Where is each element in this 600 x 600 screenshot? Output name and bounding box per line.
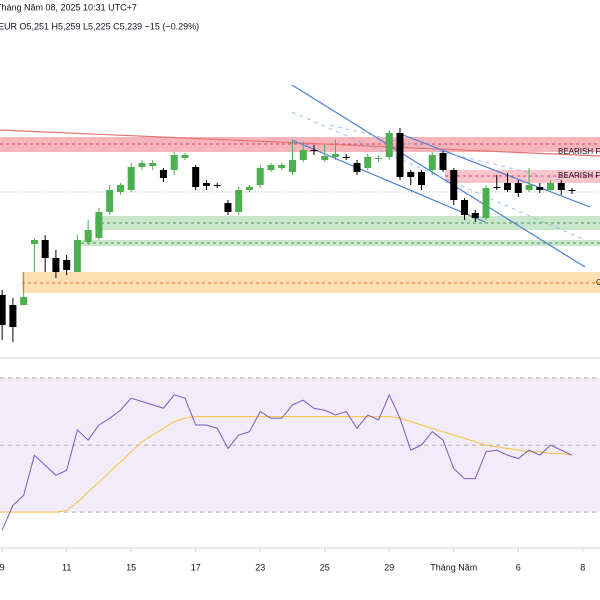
candle-body xyxy=(138,163,146,167)
candle-body xyxy=(450,170,458,200)
channel-line xyxy=(397,132,591,208)
zone-label: C xyxy=(596,278,600,287)
candle-body xyxy=(278,165,286,168)
candle-body xyxy=(9,305,17,327)
candle-body xyxy=(439,153,447,170)
candle-body xyxy=(353,163,361,172)
x-tick-label: 17 xyxy=(191,562,201,572)
candle-body xyxy=(41,240,49,258)
candle-body xyxy=(30,240,38,244)
candle-body xyxy=(310,150,318,151)
x-tick-label: 15 xyxy=(126,562,136,572)
header-quote: EUR O5,251 H5,259 L5,225 C5,239 −15 (−0.… xyxy=(0,21,199,31)
candle-body xyxy=(267,165,275,170)
channel-midline xyxy=(291,111,586,241)
resistance-zone xyxy=(445,170,600,183)
channel-line xyxy=(291,84,586,268)
candle-body xyxy=(245,187,253,190)
candle-body xyxy=(20,297,28,305)
candle-body xyxy=(407,172,415,177)
candle-body xyxy=(202,183,210,186)
zone-label: BEARISH F xyxy=(558,171,600,180)
candle-body xyxy=(170,155,178,170)
candle-body xyxy=(331,154,339,157)
candle-body xyxy=(63,260,71,270)
candle-body xyxy=(428,155,436,170)
candle-body xyxy=(256,168,264,185)
candle-body xyxy=(342,157,350,158)
candle-body xyxy=(482,188,490,218)
candle-body xyxy=(396,133,404,177)
candle-body xyxy=(288,160,296,172)
zone-label: BEARISH F xyxy=(558,147,600,156)
candle-body xyxy=(461,200,469,215)
candle-body xyxy=(213,185,221,186)
candle-body xyxy=(321,156,329,160)
candle-body xyxy=(95,212,103,238)
x-tick-label: 8 xyxy=(580,562,585,572)
candle-body xyxy=(181,155,189,158)
candle-body xyxy=(536,187,544,190)
candle-body xyxy=(514,183,522,193)
candle-body xyxy=(547,183,555,190)
candle-body xyxy=(73,240,81,272)
candle-body xyxy=(84,230,92,242)
candle-body xyxy=(418,172,426,185)
channel-line xyxy=(291,139,486,223)
candle-body xyxy=(299,150,307,160)
support-zone xyxy=(75,240,600,246)
candle-body xyxy=(224,203,232,212)
candle-body xyxy=(364,157,372,168)
rsi-line xyxy=(1,393,573,531)
candle-body xyxy=(116,185,124,192)
x-tick-label: 29 xyxy=(384,562,394,572)
candle-body xyxy=(52,258,60,272)
candle-body xyxy=(374,158,382,159)
candle-body xyxy=(471,213,479,218)
x-tick-label: 9 xyxy=(0,562,5,572)
candle-body xyxy=(525,185,533,190)
candle-body xyxy=(149,163,157,166)
resistance-zone xyxy=(0,137,600,152)
demand-zone xyxy=(22,272,600,293)
candle-body xyxy=(0,295,6,325)
candle-body xyxy=(504,183,512,190)
candle-body xyxy=(557,183,565,190)
candle-body xyxy=(192,167,200,187)
rsi-ma-line xyxy=(2,416,573,513)
candle-body xyxy=(159,170,167,178)
candle-body xyxy=(385,133,393,157)
candle-body xyxy=(106,190,114,212)
candle-body xyxy=(235,190,243,212)
candle-body xyxy=(127,167,135,190)
header-date: Tháng Năm 08, 2025 10:31 UTC+7 xyxy=(0,2,137,12)
x-tick-label: 11 xyxy=(62,562,71,572)
candle-body xyxy=(493,187,501,188)
x-tick-label: 6 xyxy=(516,562,521,572)
x-tick-label: Tháng Năm xyxy=(430,562,477,572)
x-tick-label: 25 xyxy=(320,562,330,572)
x-tick-label: 23 xyxy=(255,562,265,572)
candle-body xyxy=(568,190,576,191)
